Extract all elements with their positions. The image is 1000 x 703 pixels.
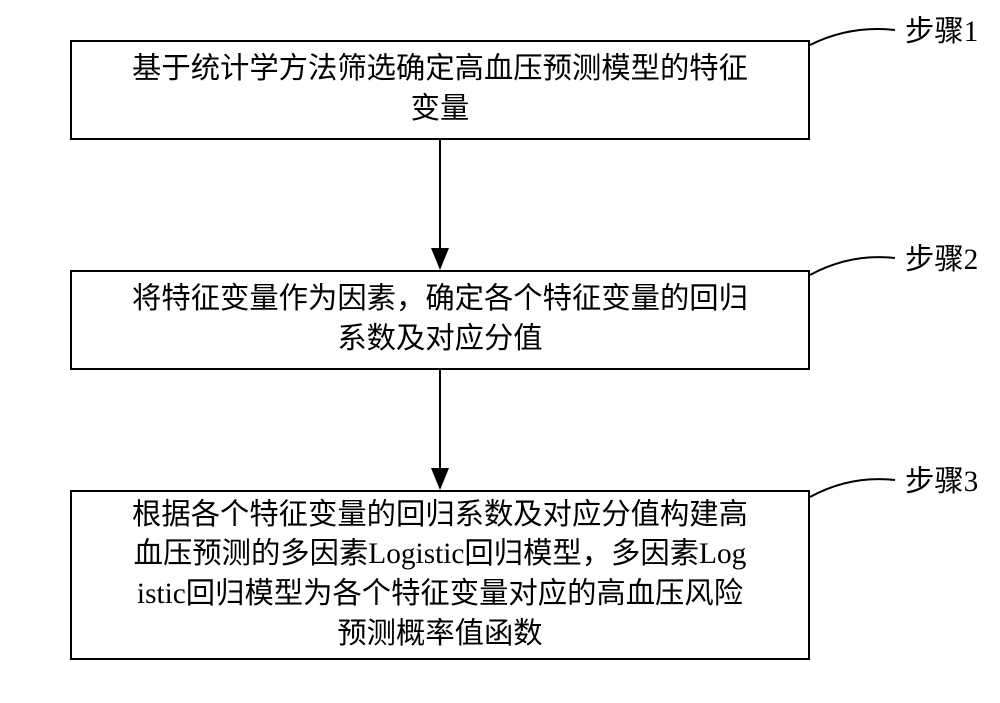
step-label-1: 步骤1 — [905, 8, 978, 50]
leader-curve-2 — [810, 257, 895, 275]
arrow-step2-to-step3 — [431, 370, 449, 490]
leader-curve-3 — [810, 479, 895, 497]
step-label-2-text: 步骤2 — [905, 244, 978, 276]
step-label-1-text: 步骤1 — [905, 16, 978, 48]
leader-curve-1 — [810, 29, 895, 45]
flow-node-step2: 将特征变量作为因素，确定各个特征变量的回归系数及对应分值 — [70, 270, 810, 370]
flow-node-step1: 基于统计学方法筛选确定高血压预测模型的特征变量 — [70, 40, 810, 140]
flow-node-step2-text: 将特征变量作为因素，确定各个特征变量的回归系数及对应分值 — [132, 280, 748, 359]
step-label-3-text: 步骤3 — [905, 466, 978, 498]
flow-node-step1-text: 基于统计学方法筛选确定高血压预测模型的特征变量 — [132, 50, 748, 129]
flow-node-step3: 根据各个特征变量的回归系数及对应分值构建高血压预测的多因素Logistic回归模… — [70, 490, 810, 660]
flow-node-step3-text: 根据各个特征变量的回归系数及对应分值构建高血压预测的多因素Logistic回归模… — [132, 496, 748, 654]
flowchart-canvas: 基于统计学方法筛选确定高血压预测模型的特征变量 将特征变量作为因素，确定各个特征… — [0, 0, 1000, 703]
step-label-3: 步骤3 — [905, 458, 978, 500]
arrow-step1-to-step2 — [431, 140, 449, 270]
step-label-2: 步骤2 — [905, 236, 978, 278]
